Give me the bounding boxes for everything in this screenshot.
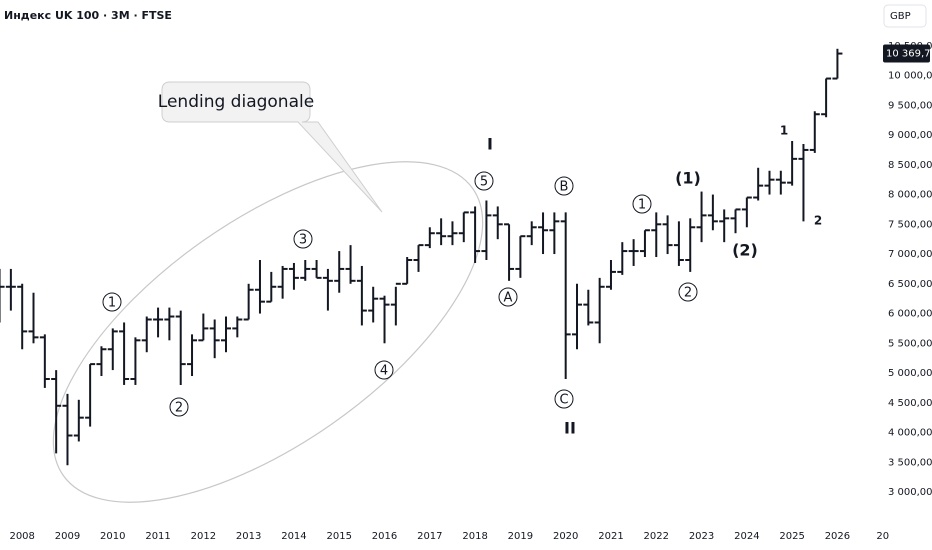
wave-label: 1: [108, 296, 116, 311]
wave-label: 1: [780, 124, 788, 138]
x-tick-label: 2026: [825, 531, 850, 542]
callout-box: [161, 81, 383, 213]
x-tick-label: 2009: [55, 531, 80, 542]
wave-label: 1: [638, 198, 646, 213]
y-tick-label: 6 000,00: [888, 309, 932, 320]
x-tick-label: 20: [876, 531, 889, 542]
x-tick-label: 2011: [145, 531, 170, 542]
wave-label: 5: [480, 175, 488, 190]
y-tick-label: 4 500,00: [888, 398, 932, 409]
x-tick-label: 2024: [734, 531, 759, 542]
wave-label: 2: [814, 214, 822, 228]
y-tick-label: 6 500,00: [888, 279, 932, 290]
wave-label: 2: [684, 286, 692, 301]
currency: GBP: [890, 11, 911, 22]
y-tick-label: 8 000,00: [888, 190, 932, 201]
wave-circle: [474, 171, 494, 191]
y-tick-label: 3 000,00: [888, 487, 932, 498]
wave-label: 2: [175, 401, 183, 416]
y-tick-label: 7 500,00: [888, 219, 932, 230]
wave-label: 3: [299, 233, 307, 248]
x-tick-label: 2016: [372, 531, 397, 542]
y-tick-label: 4 000,00: [888, 428, 932, 439]
y-tick-label: 7 000,00: [888, 249, 932, 260]
chart-title: Индекс UK 100 · 3M · FTSE: [4, 9, 172, 22]
x-tick-label: 2014: [281, 531, 306, 542]
x-tick-label: 2015: [327, 531, 352, 542]
last-price-box: [883, 44, 930, 63]
wave-label: I: [487, 135, 493, 154]
wave-label: C: [559, 393, 568, 408]
diagonal-ellipse: [52, 161, 484, 503]
y-tick-label: 5 500,00: [888, 338, 932, 349]
wave-circle: [169, 397, 189, 417]
wave-circle: [632, 194, 652, 214]
x-tick-label: 2022: [644, 531, 669, 542]
wave-circle: [374, 360, 394, 380]
x-tick-label: 2025: [779, 531, 804, 542]
x-tick-label: 2019: [508, 531, 533, 542]
wave-label: A: [504, 291, 513, 306]
wave-label: II: [564, 419, 576, 438]
x-tick-label: 2021: [598, 531, 623, 542]
y-tick-label: 9 500,00: [888, 100, 932, 111]
y-tick-label: 9 000,00: [888, 130, 932, 141]
wave-label: B: [560, 180, 569, 195]
x-tick-label: 2010: [100, 531, 125, 542]
x-tick-label: 2023: [689, 531, 714, 542]
wave-label: (1): [675, 169, 701, 188]
x-tick-label: 2018: [462, 531, 487, 542]
wave-circle: [554, 389, 574, 409]
wave-circle: [293, 229, 313, 249]
y-tick-label: 3 500,00: [888, 457, 932, 468]
wave-circle: [498, 287, 518, 307]
y-tick-label: 8 500,00: [888, 160, 932, 171]
x-tick-label: 2017: [417, 531, 442, 542]
wave-circle: [678, 282, 698, 302]
callout-text: Lending diagonale: [158, 92, 314, 112]
x-tick-label: 2012: [191, 531, 216, 542]
y-tick-label: 10 000,00: [888, 71, 932, 82]
wave-label: (2): [732, 241, 758, 260]
x-tick-label: 2020: [553, 531, 578, 542]
last-price-label: 10 369,74: [886, 49, 932, 60]
wave-circle: [554, 176, 574, 196]
currency-box[interactable]: [883, 4, 927, 28]
y-tick-label: 5 000,00: [888, 368, 932, 379]
x-tick-label: 2013: [236, 531, 261, 542]
wave-circle: [102, 292, 122, 312]
wave-label: 4: [380, 364, 388, 379]
x-tick-label: 2008: [9, 531, 34, 542]
